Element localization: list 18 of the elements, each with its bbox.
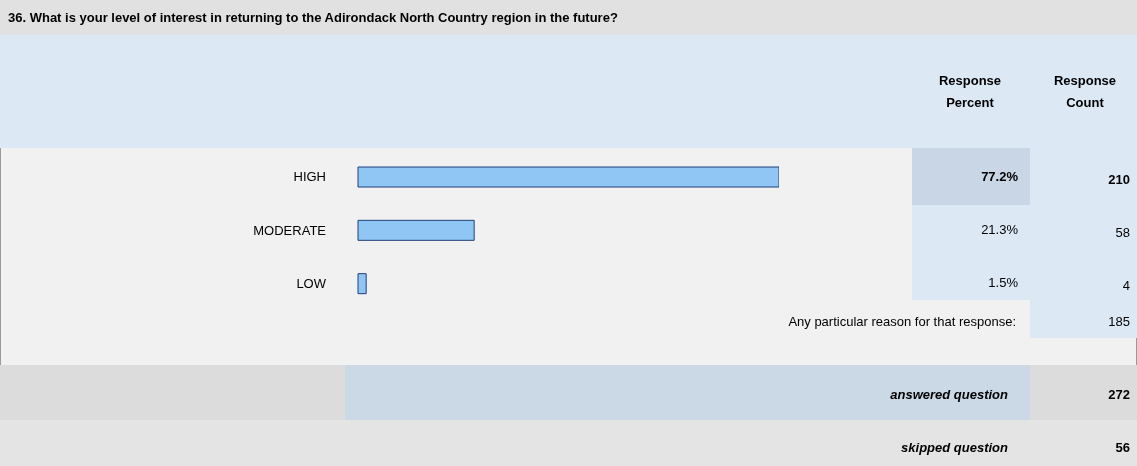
y-tick-label: MODERATE [253,222,327,238]
text: skipped question [900,439,1008,457]
text: Response Percent [937,72,1003,110]
text: Response Count [1052,72,1118,110]
y-tick-label: HIGH [293,169,326,185]
text: 185 [1107,313,1130,331]
data-label: 77.2% [980,169,1018,186]
y-tick-label: LOW [296,275,327,291]
text: Any particular reason for that response: [787,313,1016,331]
text: 272 [1107,386,1130,404]
text: 210 [1107,171,1130,189]
text: 56 [1114,439,1130,457]
data-label: 21.3% [980,222,1018,239]
chart-title: 36. What is your level of interest in returning to the Adirondack North Country region in the future? [8,10,619,27]
text: 4 [1121,277,1130,295]
text: answered question [889,386,1008,404]
text: 58 [1114,224,1130,242]
data-label: 1.5% [987,275,1018,292]
